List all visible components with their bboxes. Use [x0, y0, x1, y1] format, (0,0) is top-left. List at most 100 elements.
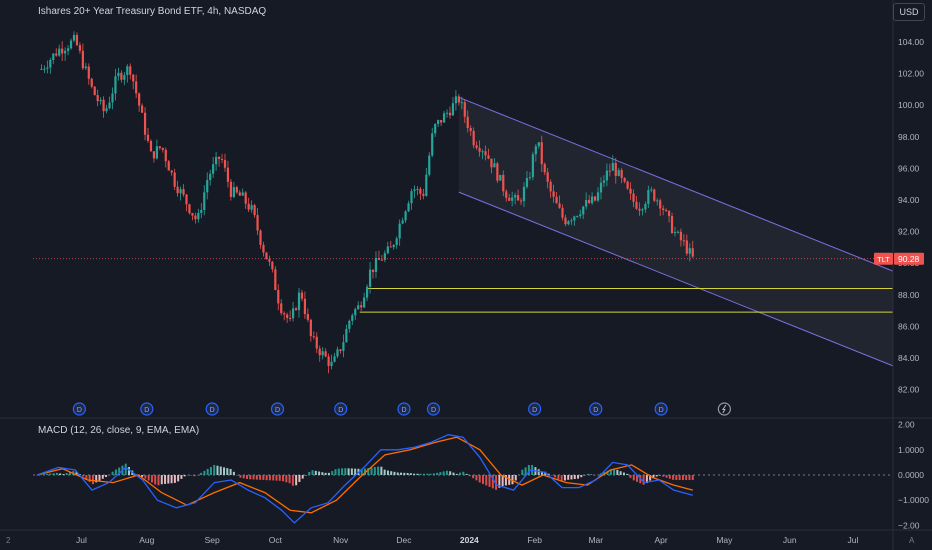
macd-histogram-bar — [124, 463, 127, 475]
macd-histogram-bar — [377, 466, 380, 475]
macd-histogram-bar — [232, 471, 235, 475]
macd-histogram-bar — [577, 475, 580, 479]
macd-histogram-bar — [396, 472, 399, 475]
macd-histogram-bar — [282, 475, 285, 482]
candle-body — [226, 167, 230, 182]
candle-body — [161, 147, 164, 150]
candle-body — [647, 190, 650, 204]
dividend-marker[interactable] — [205, 402, 219, 416]
dividend-marker-label: D — [210, 407, 215, 414]
candle-body — [499, 174, 502, 181]
candle-body — [123, 75, 126, 80]
candle-body — [570, 220, 573, 222]
macd-histogram-bar — [498, 475, 501, 488]
macd-histogram-bar — [88, 475, 91, 483]
dividend-marker[interactable] — [589, 402, 603, 416]
macd-histogram-bar — [432, 473, 435, 475]
candle-body — [351, 315, 354, 321]
candle-body — [229, 181, 233, 197]
dividend-marker[interactable] — [334, 402, 348, 416]
dividend-marker[interactable] — [397, 402, 411, 416]
macd-histogram-bar — [242, 475, 245, 479]
candle-body — [691, 248, 694, 257]
candle-body — [140, 105, 144, 113]
auto-scale-button[interactable]: A — [909, 536, 915, 545]
macd-series — [33, 434, 893, 524]
macd-histogram-bar — [557, 475, 560, 480]
macd-histogram-bar — [259, 475, 262, 480]
candle-body — [52, 53, 55, 61]
candle-body — [300, 292, 304, 299]
dividend-marker[interactable] — [528, 402, 542, 416]
candle-body — [87, 66, 90, 79]
candle-body — [43, 68, 46, 70]
currency-button[interactable]: USD — [893, 3, 925, 21]
candle-body — [596, 192, 600, 201]
candle-body — [386, 246, 389, 254]
candle-body — [395, 238, 398, 245]
candle-body — [126, 66, 129, 76]
candle-body — [380, 259, 383, 261]
candle-body — [374, 257, 378, 272]
candle-body — [567, 221, 570, 225]
macd-histogram-bar — [501, 475, 504, 487]
candle-body — [72, 34, 76, 41]
candle-body — [223, 159, 227, 168]
candle-body — [158, 146, 161, 148]
macd-histogram-bar — [304, 475, 307, 476]
candle-body — [66, 48, 70, 51]
macd-histogram-bar — [422, 473, 425, 475]
candle-body — [620, 170, 623, 178]
candle-body — [333, 356, 336, 362]
macd-histogram-bar — [550, 475, 553, 476]
candle-body — [120, 72, 123, 80]
symbol-badge — [874, 252, 893, 265]
candle-body — [472, 130, 475, 146]
macd-histogram-bar — [62, 474, 65, 475]
price-tick-label: 88.00 — [898, 290, 920, 300]
candle-body — [105, 108, 108, 112]
candle-body — [673, 232, 677, 234]
symbol-badge-label: TLT — [877, 255, 890, 264]
candle-body — [537, 142, 540, 147]
macd-histogram-bar — [262, 475, 265, 480]
macd-histogram-bar — [662, 475, 665, 477]
macd-histogram-bar — [672, 475, 675, 480]
macd-histogram-bar — [314, 470, 317, 475]
macd-histogram-bar — [508, 475, 511, 485]
time-tick-label: Apr — [655, 535, 668, 545]
macd-histogram-bar — [213, 464, 216, 475]
dividend-marker[interactable] — [72, 402, 86, 416]
candle-body — [676, 231, 680, 233]
macd-histogram-bar — [626, 473, 629, 475]
macd-histogram-bar — [570, 475, 573, 480]
candle-body — [114, 76, 117, 94]
timezone-corner-label[interactable]: 2 — [6, 536, 11, 545]
macd-histogram-bar — [91, 475, 94, 485]
macd-histogram-bar — [655, 475, 658, 477]
dividend-marker[interactable] — [654, 402, 668, 416]
macd-histogram-bar — [68, 472, 71, 475]
dividend-marker[interactable] — [270, 402, 285, 416]
macd-histogram-bar — [540, 471, 543, 475]
candle-body — [283, 313, 286, 315]
candle-body — [588, 200, 591, 203]
candle-body — [102, 99, 105, 112]
dividend-marker[interactable] — [426, 402, 441, 416]
macd-histogram-bar — [380, 466, 383, 475]
macd-histogram-bar — [249, 475, 252, 480]
macd-histogram-bar — [85, 475, 88, 479]
macd-histogram-bar — [36, 475, 39, 476]
macd-histogram-bar — [272, 475, 275, 481]
candle-body — [291, 308, 295, 319]
dividend-marker[interactable] — [140, 402, 154, 416]
candle-body — [173, 172, 176, 187]
candle-body — [84, 66, 87, 69]
macd-histogram-bar — [409, 473, 412, 475]
candle-body — [469, 128, 472, 131]
macd-histogram-bar — [390, 471, 393, 475]
candle-body — [514, 195, 517, 198]
candle-body — [312, 336, 315, 338]
